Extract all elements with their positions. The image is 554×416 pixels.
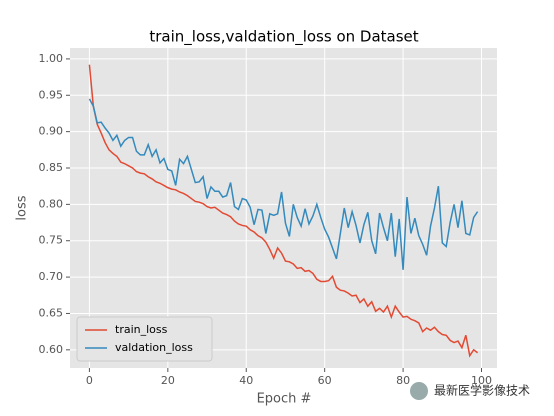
x-tick-label: 80 xyxy=(396,374,410,387)
watermark: 最新医学影像技术 xyxy=(410,382,530,400)
x-tick-label: 60 xyxy=(318,374,332,387)
x-tick-label: 100 xyxy=(471,374,492,387)
y-tick-label: 0.80 xyxy=(39,197,64,210)
y-axis-label: loss xyxy=(15,195,30,220)
legend-label: valdation_loss xyxy=(115,341,193,354)
watermark-icon xyxy=(410,382,428,400)
y-tick-label: 0.65 xyxy=(39,306,64,319)
watermark-text: 最新医学影像技术 xyxy=(434,383,530,398)
x-tick-label: 20 xyxy=(161,374,175,387)
y-tick-label: 0.60 xyxy=(39,343,64,356)
legend-label: train_loss xyxy=(115,323,168,336)
chart-title: train_loss,valdation_loss on Dataset xyxy=(149,28,418,47)
legend-box xyxy=(76,316,213,362)
y-tick-label: 0.90 xyxy=(39,125,64,138)
line-series xyxy=(88,98,479,270)
line-series xyxy=(88,64,479,358)
x-tick-label: 40 xyxy=(239,374,253,387)
y-tick-label: 1.00 xyxy=(39,52,64,65)
y-tick-label: 0.70 xyxy=(39,270,64,283)
legend: train_loss valdation_loss xyxy=(76,316,213,362)
y-tick-label: 0.85 xyxy=(39,161,64,174)
x-axis-label: Epoch # xyxy=(257,392,312,407)
y-tick-label: 0.75 xyxy=(39,234,64,247)
y-tick-label: 0.95 xyxy=(39,88,64,101)
x-tick-label: 0 xyxy=(86,374,93,387)
